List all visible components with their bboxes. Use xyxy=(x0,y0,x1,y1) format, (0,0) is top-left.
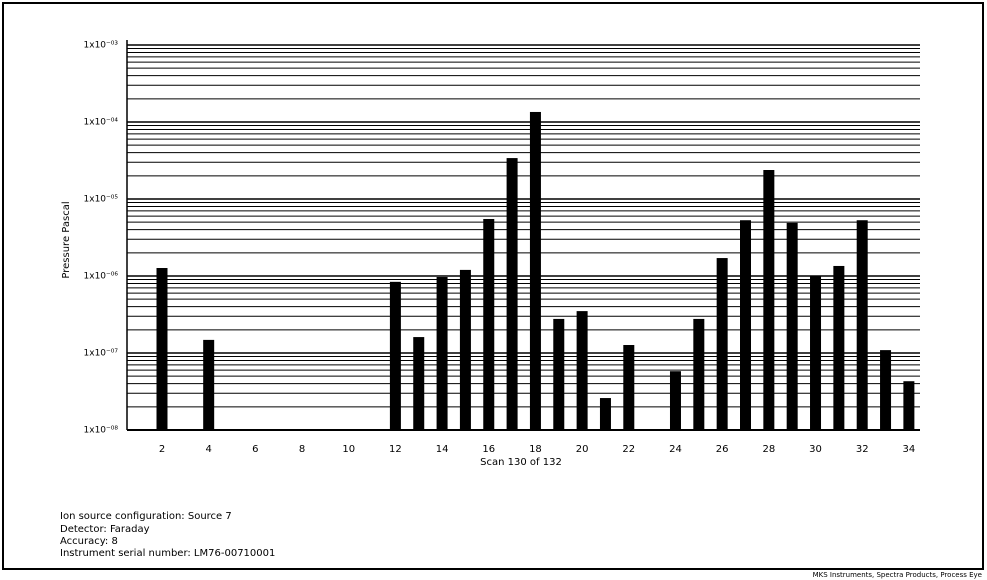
x-tick-label: 12 xyxy=(389,444,402,455)
x-tick-label: 26 xyxy=(716,444,729,455)
bar xyxy=(716,258,728,430)
bar xyxy=(156,268,168,430)
bar xyxy=(763,170,775,430)
y-tick-label: 1x10⁻⁰⁴ xyxy=(84,118,119,128)
bar xyxy=(389,281,401,430)
x-tick-label: 34 xyxy=(903,444,916,455)
y-tick-label: 1x10⁻⁰³ xyxy=(84,41,119,51)
x-tick-label: 14 xyxy=(436,444,449,455)
x-tick-label: 10 xyxy=(342,444,355,455)
x-tick-label: 16 xyxy=(482,444,495,455)
footer: MKS Instruments, Spectra Products, Proce… xyxy=(813,571,982,579)
x-tick-label: 30 xyxy=(809,444,822,455)
x-tick-label: 2 xyxy=(159,444,165,455)
y-tick-label: 1x10⁻⁰⁸ xyxy=(84,426,119,436)
y-tick-label: 1x10⁻⁰⁶ xyxy=(84,272,119,282)
x-tick-label: 22 xyxy=(622,444,635,455)
bar xyxy=(459,269,471,430)
x-tick-label: 4 xyxy=(205,444,211,455)
x-axis-label: Scan 130 of 132 xyxy=(480,457,562,468)
y-axis-label: Pressure Pascal xyxy=(61,201,72,278)
bar xyxy=(599,398,611,430)
bar xyxy=(903,381,915,430)
x-tick-label: 28 xyxy=(762,444,775,455)
x-tick-label: 8 xyxy=(299,444,305,455)
bar xyxy=(483,218,495,430)
bar xyxy=(413,337,425,430)
bar xyxy=(576,311,588,430)
bar xyxy=(529,111,541,431)
x-tick-label: 6 xyxy=(252,444,258,455)
info-line: Accuracy: 8 xyxy=(60,536,118,547)
bar xyxy=(880,350,892,430)
bar xyxy=(810,276,822,430)
x-tick-label: 24 xyxy=(669,444,682,455)
bar xyxy=(786,222,798,430)
bar xyxy=(553,318,565,430)
y-tick-label: 1x10⁻⁰⁵ xyxy=(84,195,119,205)
y-tick-label: 1x10⁻⁰⁷ xyxy=(84,349,119,359)
x-tick-label: 32 xyxy=(856,444,869,455)
bar xyxy=(203,339,215,430)
bar xyxy=(623,345,635,430)
bar xyxy=(693,318,705,430)
bar xyxy=(856,220,868,430)
bar xyxy=(833,265,845,430)
bar xyxy=(669,371,681,430)
bar xyxy=(436,277,448,430)
bar xyxy=(506,158,518,431)
info-line: Detector: Faraday xyxy=(60,524,150,535)
bar xyxy=(740,220,751,430)
x-tick-label: 20 xyxy=(576,444,589,455)
info-line: Ion source configuration: Source 7 xyxy=(60,511,232,522)
frame xyxy=(2,2,984,570)
info-line: Instrument serial number: LM76-00710001 xyxy=(60,548,275,559)
x-tick-label: 18 xyxy=(529,444,542,455)
